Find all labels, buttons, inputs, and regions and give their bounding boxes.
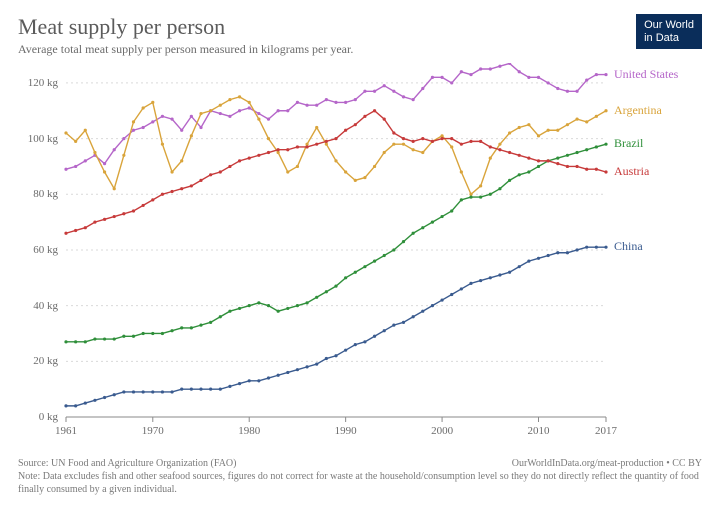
x-tick-label: 2010 bbox=[528, 425, 550, 437]
footer: OurWorldInData.org/meat-production • CC … bbox=[18, 457, 702, 496]
footer-source: Source: UN Food and Agriculture Organiza… bbox=[18, 458, 236, 469]
series-label: Brazil bbox=[614, 136, 643, 151]
series-line bbox=[66, 247, 606, 406]
series-label: Austria bbox=[614, 164, 649, 179]
y-tick-label: 0 kg bbox=[18, 411, 58, 423]
series-line bbox=[66, 144, 606, 342]
y-tick-label: 20 kg bbox=[18, 355, 58, 367]
y-tick-label: 100 kg bbox=[18, 133, 58, 145]
series-label: China bbox=[614, 239, 643, 254]
series-line bbox=[66, 111, 606, 233]
header: Meat supply per person Average total mea… bbox=[18, 14, 702, 57]
x-tick-label: 2017 bbox=[595, 425, 617, 437]
owid-logo: Our World in Data bbox=[636, 14, 702, 49]
series-line bbox=[66, 63, 606, 169]
x-tick-label: 1980 bbox=[238, 425, 260, 437]
x-tick-label: 1970 bbox=[142, 425, 164, 437]
x-tick-label: 1961 bbox=[55, 425, 77, 437]
x-tick-label: 2000 bbox=[431, 425, 453, 437]
series-label: United States bbox=[614, 67, 678, 82]
chart-subtitle: Average total meat supply per person mea… bbox=[18, 42, 702, 57]
series-label: Argentina bbox=[614, 103, 662, 118]
series-line bbox=[66, 97, 606, 194]
y-tick-label: 40 kg bbox=[18, 300, 58, 312]
chart-svg bbox=[18, 63, 702, 453]
y-tick-label: 80 kg bbox=[18, 188, 58, 200]
footer-attribution: OurWorldInData.org/meat-production • CC … bbox=[512, 457, 702, 470]
chart-title: Meat supply per person bbox=[18, 14, 702, 40]
line-chart: 0 kg 20 kg 40 kg 60 kg 80 kg 100 kg 120 kg 1961… bbox=[18, 63, 702, 453]
y-tick-label: 60 kg bbox=[18, 244, 58, 256]
y-tick-label: 120 kg bbox=[18, 77, 58, 89]
footer-note: Note: Data excludes fish and other seafo… bbox=[18, 471, 699, 495]
x-tick-label: 1990 bbox=[335, 425, 357, 437]
